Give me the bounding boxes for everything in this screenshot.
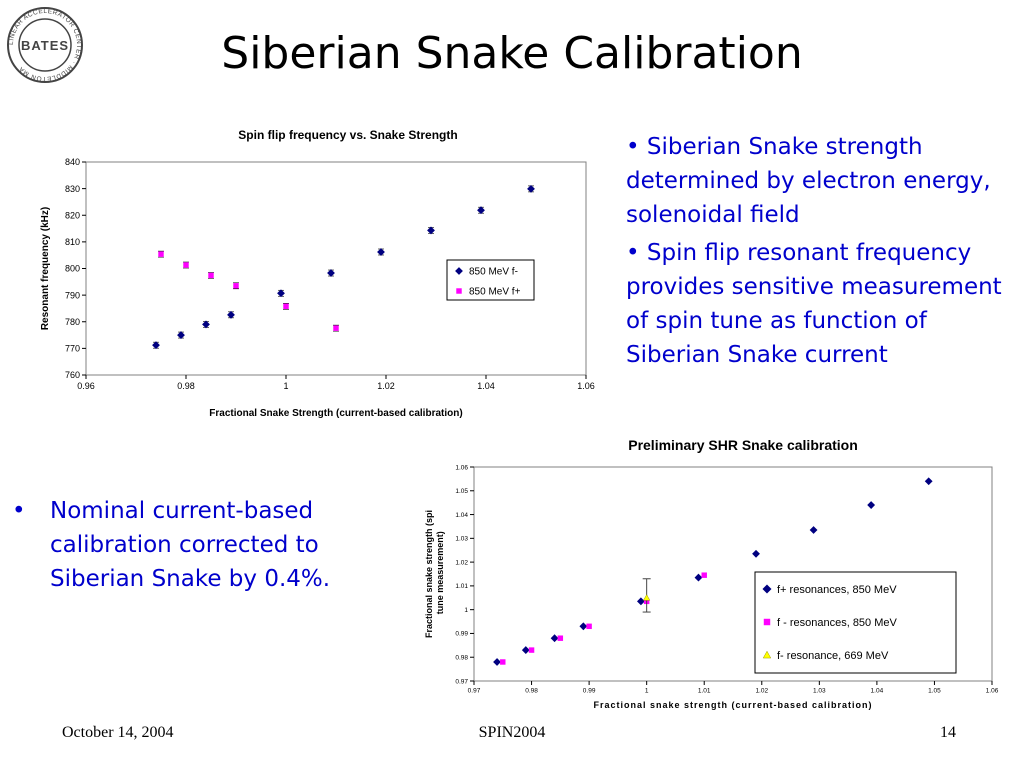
legend-marker — [764, 619, 770, 625]
y-axis-label: Resonant frequency (kHz) — [40, 207, 51, 330]
y-tick-label: 830 — [65, 184, 80, 194]
y-tick-label: 800 — [65, 264, 80, 274]
y-tick-label: 780 — [65, 317, 80, 327]
y-tick-label: 0.97 — [455, 678, 468, 685]
x-tick-label: 1.02 — [755, 688, 768, 695]
slide-title: Siberian Snake Calibration — [0, 28, 1024, 79]
y-tick-label: 790 — [65, 290, 80, 300]
left-bullet-list: • Nominal current-based calibration corr… — [12, 494, 412, 596]
legend-label: 850 MeV f+ — [469, 287, 521, 298]
right-bullet-list: • Siberian Snake strength determined by … — [626, 130, 1006, 376]
x-tick-label: 1.04 — [871, 688, 884, 695]
legend: f+ resonances, 850 MeV f - resonances, 85… — [755, 572, 956, 673]
x-tick-label: 1.02 — [377, 381, 395, 391]
bullet-marker: • — [12, 494, 50, 596]
x-tick-label: 1 — [645, 688, 649, 695]
y-tick-label: 1.05 — [455, 488, 468, 495]
x-tick-label: 0.96 — [77, 381, 95, 391]
y-tick-label: 810 — [65, 237, 80, 247]
x-axis-label: Fractional Snake Strength (current-based… — [209, 408, 462, 419]
y-axis-label: Fractional snake strength (spi tune meas… — [424, 510, 445, 638]
data-point — [529, 647, 534, 652]
data-point — [558, 635, 563, 640]
x-tick-label: 1.04 — [477, 381, 495, 391]
chart-title: Spin flip frequency vs. Snake Strength — [238, 128, 457, 142]
y-tick-label: 1.04 — [455, 512, 468, 519]
data-point — [702, 572, 707, 577]
y-tick-label: 1 — [464, 607, 468, 614]
bullet-item: • Nominal current-based calibration corr… — [12, 494, 412, 596]
x-tick-label: 1.03 — [813, 688, 826, 695]
data-point — [333, 325, 338, 330]
bullet-item: • Spin flip resonant frequency provides … — [626, 236, 1006, 372]
data-point — [233, 283, 238, 288]
chart-title: Preliminary SHR Snake calibration — [628, 437, 858, 453]
y-tick-label: 1.06 — [455, 464, 468, 471]
legend-label: f - resonances, 850 MeV — [777, 617, 898, 629]
x-tick-label: 1.06 — [577, 381, 595, 391]
footer-conference: SPIN2004 — [0, 724, 1024, 742]
x-tick-label: 1.06 — [986, 688, 999, 695]
x-tick-label: 0.98 — [525, 688, 538, 695]
legend-label: f- resonance, 669 MeV — [777, 650, 889, 662]
y-tick-label: 760 — [65, 370, 80, 380]
y-tick-label: 1.01 — [455, 583, 468, 590]
legend: 850 MeV f- 850 MeV f+ — [447, 260, 534, 300]
y-tick-label: 840 — [65, 157, 80, 167]
x-tick-label: 1.05 — [928, 688, 941, 695]
legend-label: 850 MeV f- — [469, 267, 518, 278]
legend-label: f+ resonances, 850 MeV — [777, 584, 897, 596]
y-tick-label: 1.02 — [455, 559, 468, 566]
y-tick-label: 770 — [65, 344, 80, 354]
x-tick-label: 0.97 — [468, 688, 481, 695]
bullet-text: Nominal current-based calibration correc… — [50, 494, 412, 596]
y-tick-label: 0.99 — [455, 631, 468, 638]
y-tick-label: 1.03 — [455, 536, 468, 543]
x-tick-label: 1 — [283, 381, 288, 391]
legend-marker — [456, 288, 461, 293]
y-tick-label: 820 — [65, 210, 80, 220]
x-axis-label: Fractional snake strength (current-based… — [593, 700, 872, 710]
x-tick-label: 0.99 — [583, 688, 596, 695]
x-tick-label: 1.01 — [698, 688, 711, 695]
y-tick-label: 0.98 — [455, 654, 468, 661]
data-point — [586, 624, 591, 629]
data-point — [208, 273, 213, 278]
bullet-item: • Siberian Snake strength determined by … — [626, 130, 1006, 232]
data-point — [500, 659, 505, 664]
chart-spin-flip-frequency: Spin flip frequency vs. Snake Strength 0.… — [30, 120, 605, 430]
data-point — [158, 251, 163, 256]
data-point — [283, 304, 288, 309]
x-tick-label: 0.98 — [177, 381, 195, 391]
footer-page-number: 14 — [940, 724, 956, 742]
data-point — [183, 262, 188, 267]
